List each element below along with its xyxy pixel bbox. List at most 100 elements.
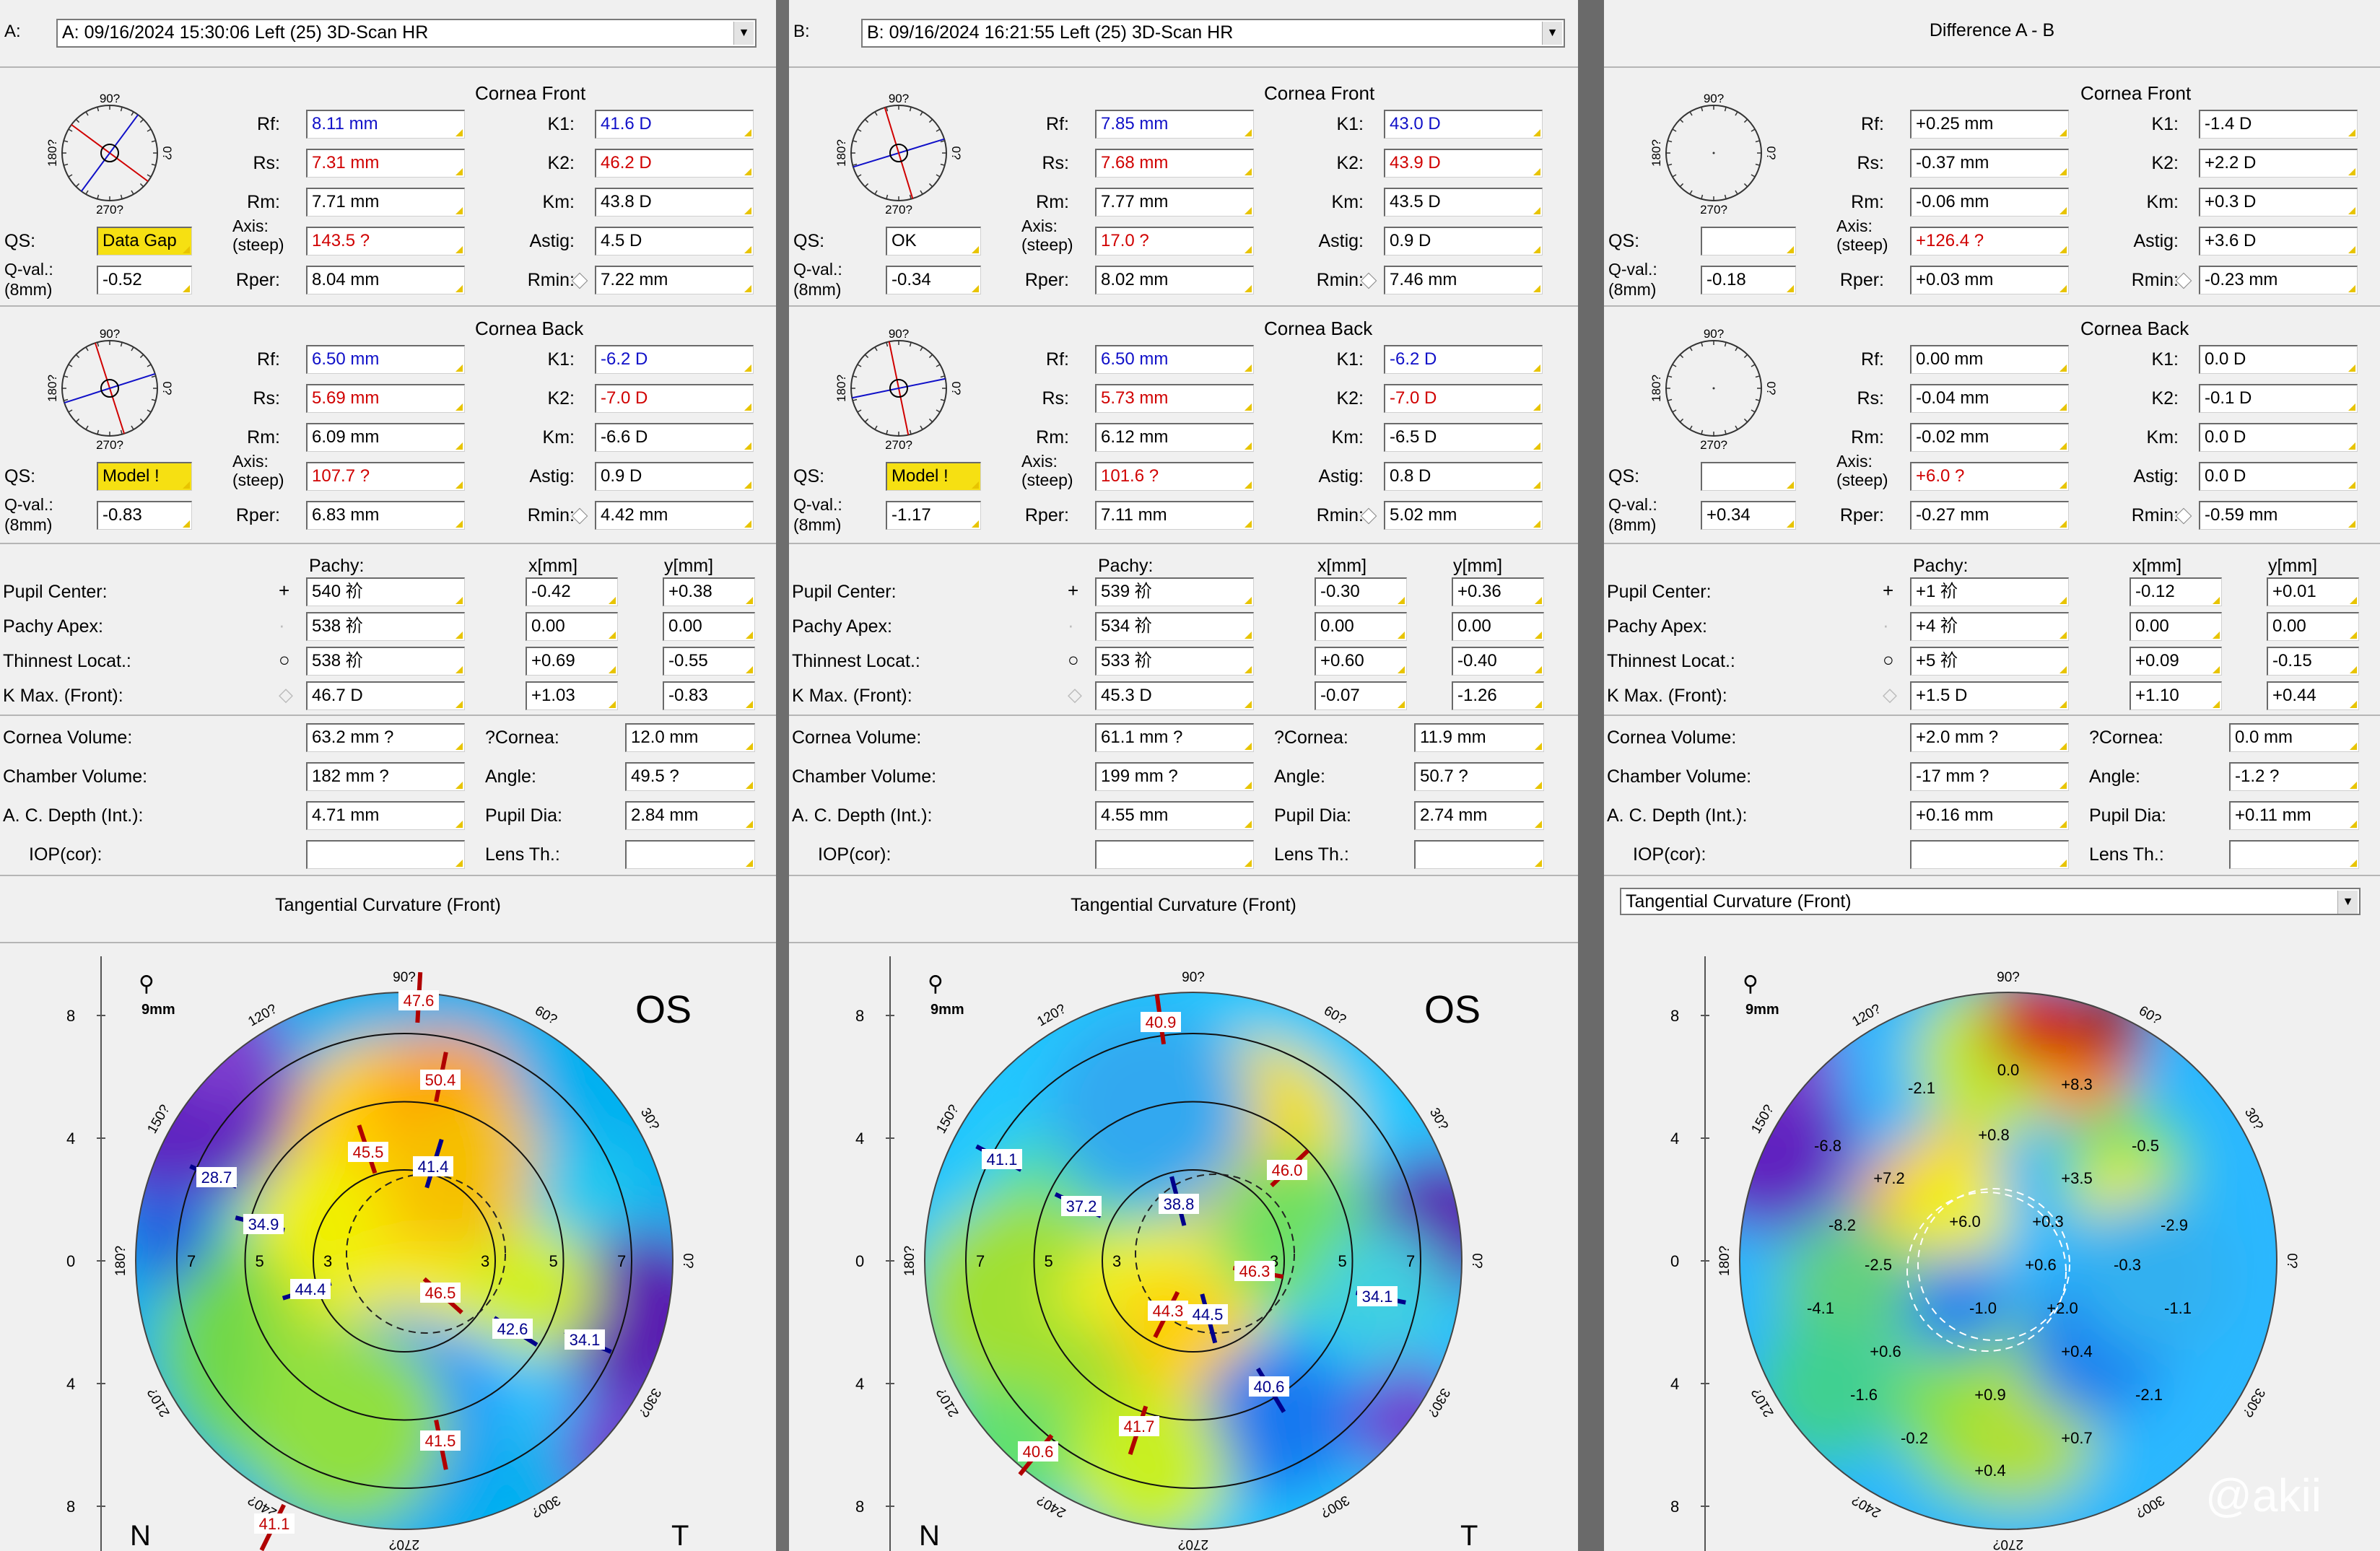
rper-value[interactable]: 7.11 mm [1095, 501, 1254, 530]
k2-value[interactable]: 46.2 D [595, 149, 754, 178]
rper-value[interactable]: 6.83 mm [306, 501, 465, 530]
pupil-pachy-value[interactable]: 540 祄 [306, 577, 465, 606]
panel-divider[interactable] [1578, 0, 1604, 1551]
km-value[interactable]: 43.5 D [1384, 188, 1543, 217]
apex-x-value[interactable]: 0.00 [1315, 612, 1407, 641]
curvature-map[interactable]: 84048⚲9mm90?60?30?0?330?300?270?240?210?… [1604, 942, 2380, 1551]
rm-value[interactable]: 7.71 mm [306, 188, 465, 217]
iop-value[interactable] [306, 840, 465, 869]
rs-value[interactable]: -0.04 mm [1910, 384, 2069, 413]
apex-pachy-value[interactable]: +4 祄 [1910, 612, 2069, 641]
rf-value[interactable]: 6.50 mm [1095, 345, 1254, 374]
rm-value[interactable]: 6.12 mm [1095, 423, 1254, 452]
k1-value[interactable]: -1.4 D [2199, 110, 2358, 139]
axis-value[interactable]: 17.0 ? [1095, 227, 1254, 255]
axis-value[interactable]: 101.6 ? [1095, 462, 1254, 491]
rs-value[interactable]: 5.69 mm [306, 384, 465, 413]
qs-status[interactable]: Data Gap [97, 227, 192, 255]
chv-value[interactable]: 199 mm ? [1095, 762, 1254, 791]
pupil-x-value[interactable]: -0.12 [2130, 577, 2222, 606]
pupil-x-value[interactable]: -0.42 [526, 577, 618, 606]
rm-value[interactable]: 7.77 mm [1095, 188, 1254, 217]
angle-value[interactable]: 49.5 ? [625, 762, 755, 791]
rs-value[interactable]: -0.37 mm [1910, 149, 2069, 178]
k1-value[interactable]: 0.0 D [2199, 345, 2358, 374]
rs-value[interactable]: 7.68 mm [1095, 149, 1254, 178]
lens-value[interactable] [2229, 840, 2359, 869]
astig-value[interactable]: +3.6 D [2199, 227, 2358, 255]
chv-value[interactable]: -17 mm ? [1910, 762, 2069, 791]
rper-value[interactable]: 8.02 mm [1095, 266, 1254, 294]
apex-y-value[interactable]: 0.00 [2267, 612, 2359, 641]
kmax-pachy-value[interactable]: +1.5 D [1910, 681, 2069, 710]
qs-status[interactable]: OK [886, 227, 981, 255]
thin-y-value[interactable]: -0.55 [663, 647, 755, 676]
rs-value[interactable]: 5.73 mm [1095, 384, 1254, 413]
k1-value[interactable]: -6.2 D [595, 345, 754, 374]
qs-status[interactable]: Model ! [886, 462, 981, 491]
thin-pachy-value[interactable]: +5 祄 [1910, 647, 2069, 676]
astig-value[interactable]: 0.0 D [2199, 462, 2358, 491]
cv-value[interactable]: 61.1 mm ? [1095, 723, 1254, 752]
rf-value[interactable]: +0.25 mm [1910, 110, 2069, 139]
rm-value[interactable]: 6.09 mm [306, 423, 465, 452]
km-value[interactable]: +0.3 D [2199, 188, 2358, 217]
rper-value[interactable]: 8.04 mm [306, 266, 465, 294]
apex-pachy-value[interactable]: 534 祄 [1095, 612, 1254, 641]
kmax-x-value[interactable]: +1.03 [526, 681, 618, 710]
lens-value[interactable] [1414, 840, 1544, 869]
lens-value[interactable] [625, 840, 755, 869]
k2-value[interactable]: 43.9 D [1384, 149, 1543, 178]
rper-value[interactable]: -0.27 mm [1910, 501, 2069, 530]
map-type-select[interactable]: Tangential Curvature (Front) ▼ [1620, 888, 2361, 915]
iop-value[interactable] [1910, 840, 2069, 869]
qval-value[interactable]: -1.17 [886, 501, 981, 530]
chevron-down-icon[interactable]: ▼ [1542, 22, 1562, 45]
k2-value[interactable]: +2.2 D [2199, 149, 2358, 178]
km-value[interactable]: -6.6 D [595, 423, 754, 452]
rmin-value[interactable]: -0.23 mm [2199, 266, 2358, 294]
qval-value[interactable]: -0.52 [97, 266, 192, 294]
qval-value[interactable]: +0.34 [1701, 501, 1796, 530]
thin-pachy-value[interactable]: 538 祄 [306, 647, 465, 676]
exam-select[interactable]: A: 09/16/2024 15:30:06 Left (25) 3D-Scan… [56, 19, 757, 48]
rmin-value[interactable]: 7.22 mm [595, 266, 754, 294]
acd-value[interactable]: 4.71 mm [306, 801, 465, 830]
km-value[interactable]: -6.5 D [1384, 423, 1543, 452]
angle-value[interactable]: 50.7 ? [1414, 762, 1544, 791]
rmin-value[interactable]: -0.59 mm [2199, 501, 2358, 530]
axis-value[interactable]: +126.4 ? [1910, 227, 2069, 255]
k2-value[interactable]: -0.1 D [2199, 384, 2358, 413]
k2-value[interactable]: -7.0 D [1384, 384, 1543, 413]
qval-value[interactable]: -0.83 [97, 501, 192, 530]
exam-select[interactable]: B: 09/16/2024 16:21:55 Left (25) 3D-Scan… [861, 19, 1565, 48]
km-value[interactable]: 0.0 D [2199, 423, 2358, 452]
chevron-down-icon[interactable]: ▼ [2337, 891, 2358, 914]
k1-value[interactable]: -6.2 D [1384, 345, 1543, 374]
cv-value[interactable]: +2.0 mm ? [1910, 723, 2069, 752]
axis-value[interactable]: +6.0 ? [1910, 462, 2069, 491]
thin-y-value[interactable]: -0.40 [1452, 647, 1544, 676]
pupil-y-value[interactable]: +0.01 [2267, 577, 2359, 606]
astig-value[interactable]: 0.9 D [595, 462, 754, 491]
iop-value[interactable] [1095, 840, 1254, 869]
apex-pachy-value[interactable]: 538 祄 [306, 612, 465, 641]
astig-value[interactable]: 0.8 D [1384, 462, 1543, 491]
thin-y-value[interactable]: -0.15 [2267, 647, 2359, 676]
rper-value[interactable]: +0.03 mm [1910, 266, 2069, 294]
rf-value[interactable]: 7.85 mm [1095, 110, 1254, 139]
rm-value[interactable]: -0.02 mm [1910, 423, 2069, 452]
panel-divider[interactable] [776, 0, 789, 1551]
pupil-value[interactable]: 2.84 mm [625, 801, 755, 830]
apex-y-value[interactable]: 0.00 [663, 612, 755, 641]
qs-status[interactable] [1701, 227, 1796, 255]
pupil-x-value[interactable]: -0.30 [1315, 577, 1407, 606]
cornea-value[interactable]: 11.9 mm [1414, 723, 1544, 752]
angle-value[interactable]: -1.2 ? [2229, 762, 2359, 791]
axis-value[interactable]: 143.5 ? [306, 227, 465, 255]
qval-value[interactable]: -0.34 [886, 266, 981, 294]
rs-value[interactable]: 7.31 mm [306, 149, 465, 178]
kmax-x-value[interactable]: -0.07 [1315, 681, 1407, 710]
qs-status[interactable] [1701, 462, 1796, 491]
curvature-map[interactable]: 84048⚲9mm90?60?30?0?330?300?270?240?210?… [789, 942, 1565, 1551]
